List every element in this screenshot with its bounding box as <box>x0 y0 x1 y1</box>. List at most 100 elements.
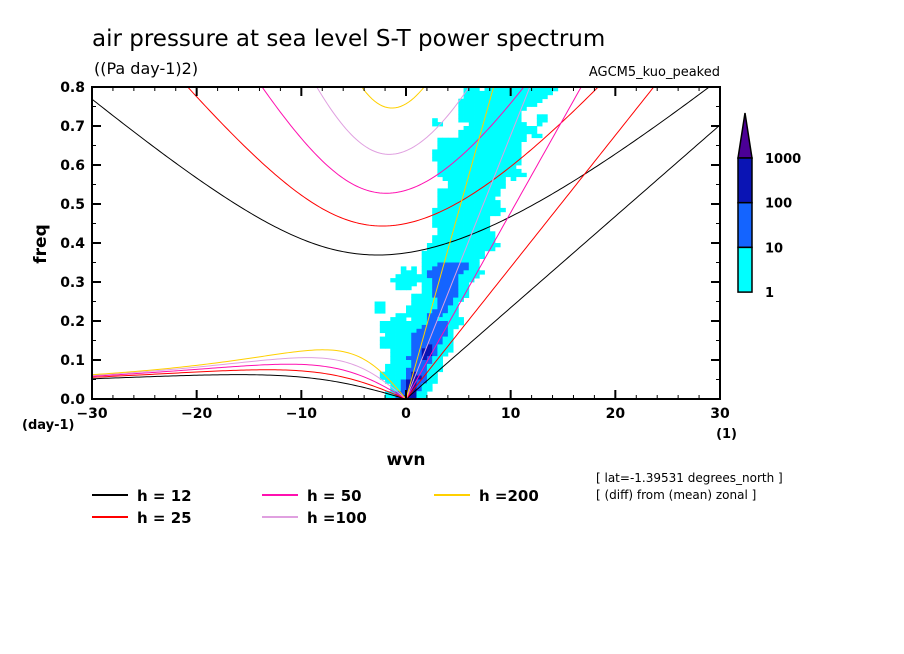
power-cell <box>479 215 485 220</box>
power-cell <box>416 297 423 302</box>
power-cell <box>416 321 423 326</box>
power-cell <box>421 375 428 380</box>
power-cell <box>489 239 496 244</box>
power-cell <box>468 90 475 96</box>
power-cell <box>411 340 417 345</box>
power-cell <box>437 149 444 154</box>
power-cell <box>484 133 491 139</box>
power-cell <box>432 274 438 279</box>
power-cell <box>463 258 470 263</box>
power-cell <box>458 239 464 244</box>
power-cell <box>379 336 386 341</box>
power-cell <box>447 293 454 298</box>
power-cell <box>406 270 412 275</box>
power-cell <box>421 301 428 306</box>
power-cell <box>432 340 438 345</box>
power-cell <box>437 309 444 314</box>
power-cell <box>458 180 464 185</box>
power-cell <box>547 87 553 92</box>
power-cell <box>437 254 444 259</box>
kelvin-curve-h200 <box>405 87 495 399</box>
y-tick-label: 0.1 <box>60 353 85 369</box>
power-cell <box>442 285 449 291</box>
power-cell <box>426 317 433 322</box>
power-cell <box>463 114 470 119</box>
x-tick-label: −10 <box>286 406 317 422</box>
power-cell <box>484 145 491 150</box>
power-cell <box>390 356 396 361</box>
power-cell <box>437 305 444 310</box>
power-cell <box>468 246 475 252</box>
power-cell <box>426 254 433 259</box>
power-cell <box>442 313 449 318</box>
power-cell <box>458 188 464 193</box>
power-cell <box>406 356 412 361</box>
power-cell <box>479 219 485 224</box>
power-cell <box>442 324 449 330</box>
power-cell <box>400 375 407 380</box>
power-cell <box>379 324 386 330</box>
power-cell <box>400 332 407 337</box>
power-cell <box>447 262 454 267</box>
power-cell <box>437 215 444 220</box>
power-cell <box>458 172 464 178</box>
power-cell <box>390 332 396 337</box>
power-cell <box>416 317 423 322</box>
power-cell <box>406 383 412 388</box>
power-cell <box>426 371 433 376</box>
power-cell <box>390 383 396 388</box>
power-cell <box>390 278 396 283</box>
power-cell <box>395 375 402 380</box>
power-cell <box>442 258 449 263</box>
power-cell <box>421 324 428 330</box>
power-cell <box>458 204 464 209</box>
colorbar-segment <box>737 246 753 293</box>
power-cell <box>463 200 470 205</box>
power-cell <box>505 114 512 119</box>
power-cell <box>521 133 527 139</box>
power-cell <box>416 274 423 279</box>
power-cell <box>474 243 480 248</box>
power-cell <box>432 246 438 252</box>
power-cell <box>463 133 470 139</box>
power-cell <box>406 344 412 349</box>
power-cell <box>426 332 433 337</box>
power-cell <box>416 360 423 365</box>
power-cell <box>505 168 512 174</box>
power-cell <box>421 317 428 322</box>
power-cell <box>447 157 454 162</box>
power-cell <box>395 356 402 361</box>
legend-label: h = 12 <box>137 487 192 505</box>
power-cell <box>474 168 480 174</box>
power-cell <box>426 274 433 279</box>
power-cell <box>426 363 433 369</box>
power-cell <box>400 278 407 283</box>
power-cell <box>515 94 522 100</box>
power-cell <box>411 317 417 322</box>
power-cell <box>463 157 470 162</box>
power-cell <box>421 383 428 388</box>
power-cell <box>474 102 480 107</box>
power-cell <box>385 328 391 334</box>
power-cell <box>437 145 444 150</box>
power-cell <box>447 188 454 193</box>
colorbar-segment <box>737 201 753 249</box>
power-cell <box>500 149 506 154</box>
power-cell <box>479 114 485 119</box>
power-cell <box>426 367 433 373</box>
power-cell <box>474 254 480 259</box>
power-cell <box>421 395 428 400</box>
power-cell <box>521 126 527 131</box>
power-cell <box>432 157 438 162</box>
ig-curve-h100 <box>316 87 470 155</box>
power-cell <box>442 227 449 232</box>
power-cell <box>426 348 433 353</box>
power-cell <box>406 328 412 334</box>
power-cell <box>421 352 428 357</box>
power-cell <box>463 165 470 170</box>
power-cell <box>515 114 522 119</box>
power-cell <box>406 352 412 357</box>
power-cell <box>489 176 496 181</box>
power-cell <box>474 129 480 135</box>
power-cell <box>468 165 475 170</box>
